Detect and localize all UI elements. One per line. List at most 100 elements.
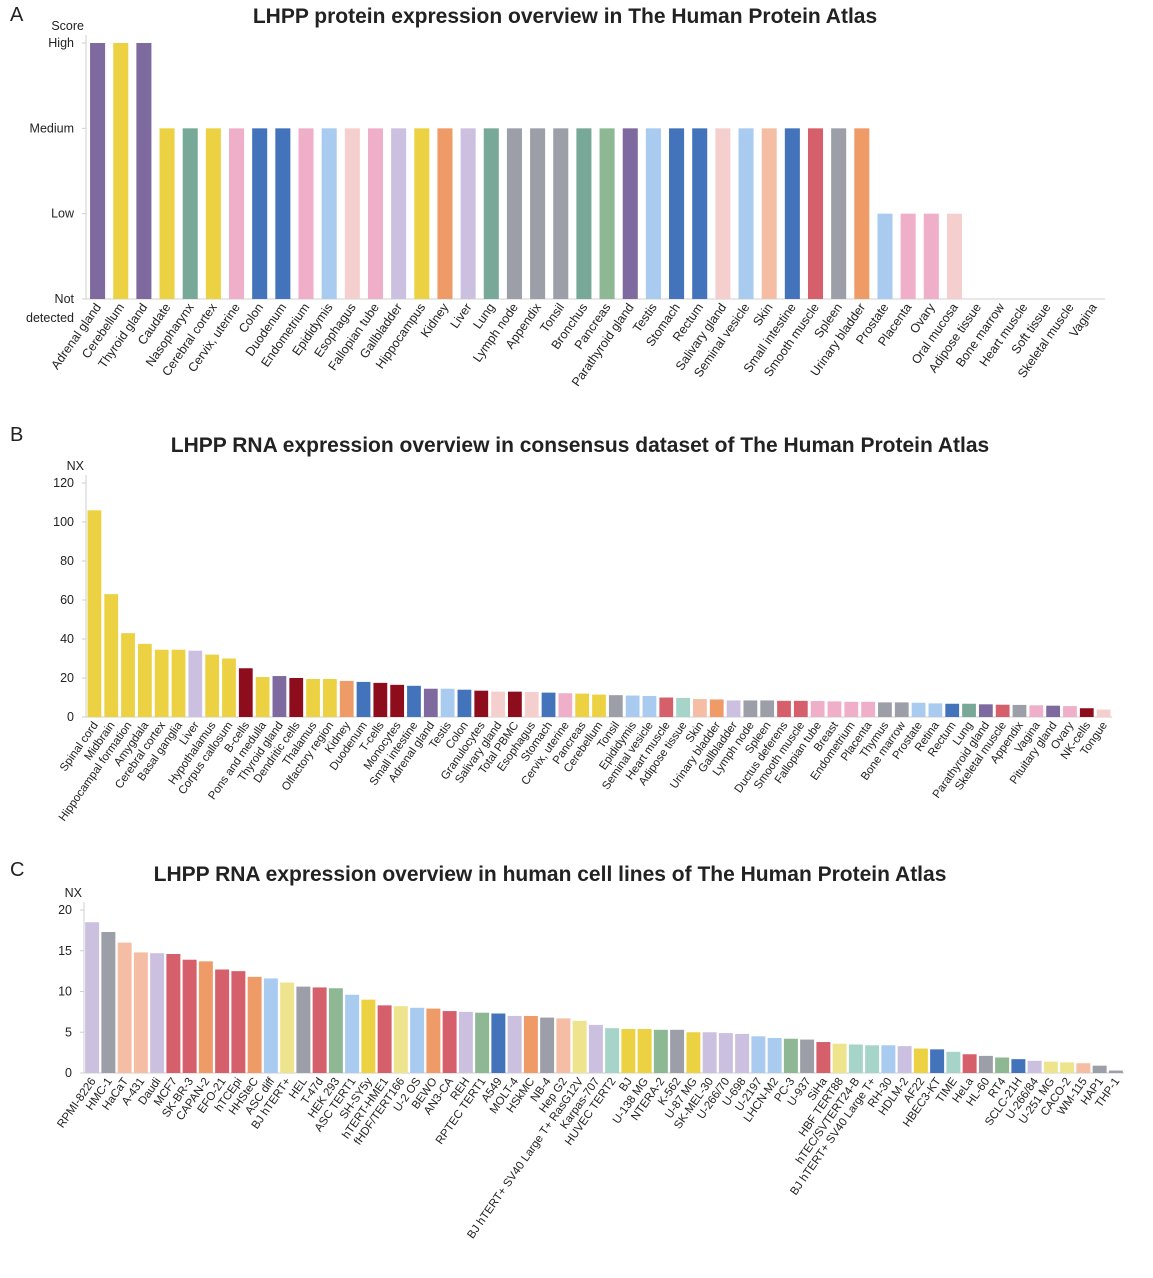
bar-caco-2 <box>1060 1062 1075 1073</box>
bar-sclc-21h <box>1011 1059 1026 1073</box>
bar-pons-and-medulla <box>255 677 270 717</box>
bar-asc-tert1 <box>345 994 360 1073</box>
bar-lung <box>483 128 499 299</box>
bar-af22 <box>913 1048 928 1073</box>
bar-rectum <box>945 703 960 717</box>
bar-cerebral-cortex <box>154 649 169 717</box>
bar-rh-30 <box>881 1045 896 1073</box>
bar-retina <box>928 703 943 717</box>
bar-duodenum <box>356 681 371 717</box>
bar-kidney <box>339 680 354 717</box>
bar-t-cells <box>373 682 388 717</box>
y-tick-label: 20 <box>58 903 72 917</box>
bar-a-431 <box>133 952 148 1073</box>
bar-hskmc <box>523 1015 538 1073</box>
bar-ductus-deferens <box>777 700 791 717</box>
bar-u-87-mg <box>686 1032 701 1073</box>
bar-olfactory-region <box>322 678 337 717</box>
bar-bronchus <box>576 128 592 299</box>
bar-adipose-tissue <box>676 697 690 717</box>
bar-u-251-mg <box>1043 1061 1058 1073</box>
bar-rectum <box>692 128 708 299</box>
bar-monocytes <box>390 684 405 717</box>
bar-testis <box>440 688 455 717</box>
bar-lymph-node <box>506 128 522 299</box>
bar-thyroid-gland <box>272 676 287 717</box>
bar-basal-ganglia <box>171 649 186 717</box>
bar-colon <box>457 689 472 717</box>
bar-pancreas <box>599 128 615 299</box>
bar-cervix-uterine <box>229 128 245 299</box>
bar-corpus-callosum <box>222 658 236 717</box>
bar-hek-293 <box>328 988 343 1073</box>
bar-nasopharynx <box>182 128 198 299</box>
bar-kidney <box>437 128 453 299</box>
bar-tonsil <box>553 128 569 299</box>
bar-pituitary-gland <box>1046 705 1061 717</box>
bar-bone-marrow <box>894 702 909 717</box>
bar-u-266-84 <box>1027 1060 1042 1073</box>
y-tick-label: 0 <box>65 1066 72 1080</box>
bar-bewo <box>426 1008 441 1073</box>
bar-esophagus <box>344 128 360 299</box>
bar-molt-4 <box>507 1015 522 1073</box>
y-tick-label: 80 <box>60 554 74 568</box>
bar-rpmi-8226 <box>85 922 100 1073</box>
bar-thalamus <box>306 678 320 717</box>
bar-breast <box>827 701 842 717</box>
y-tick-label: Medium <box>30 121 74 135</box>
bar-parathyroid-gland <box>622 128 638 299</box>
bar-parathyroid-gland <box>978 704 993 717</box>
bar-spleen <box>831 128 847 299</box>
bar-adrenal-gland <box>90 43 106 299</box>
bar-u-2-os <box>410 1007 425 1073</box>
bar-epididymis <box>625 695 640 717</box>
panel-letter-b: B <box>10 424 24 446</box>
bar-siha <box>816 1042 831 1073</box>
bar-placenta <box>900 213 916 299</box>
y-tick-label: 20 <box>60 671 74 685</box>
y-tick-label: 5 <box>65 1025 72 1039</box>
bar-u-698 <box>735 1033 750 1073</box>
y-tick-label: 100 <box>53 515 74 529</box>
y-tick-label: 10 <box>58 985 72 999</box>
bar-liver <box>188 650 203 717</box>
bar-salivary-gland <box>715 128 731 299</box>
bar-htec-svtert24-b <box>848 1044 863 1073</box>
bar-bj <box>621 1028 636 1073</box>
y-tick-label: 0 <box>67 710 74 724</box>
bar-asc-diff <box>263 978 278 1073</box>
bar-placenta <box>861 701 876 717</box>
bar-skin <box>693 699 707 717</box>
bar-pancreas <box>575 693 590 717</box>
bar-nk-cells <box>1079 708 1094 717</box>
rna-cell-lines-chart: NX05101520RPMI-8226HMC-1HaCaTA-431DaudiM… <box>55 886 1124 1241</box>
bar-u-2197 <box>751 1036 766 1073</box>
bar-hl-60 <box>978 1055 993 1073</box>
bar-amygdala <box>137 643 152 717</box>
bar-rptec-tert1 <box>475 1012 490 1073</box>
bar-a549 <box>491 1013 506 1073</box>
chart-title-b: LHPP RNA expression overview in consensu… <box>170 434 990 457</box>
bar-bj-htert- <box>280 982 295 1073</box>
bar-hippocampal-formation <box>121 633 135 717</box>
bar-cervix-uterine <box>558 693 573 717</box>
bar-seminal-vesicle <box>642 695 657 717</box>
bar-cerebral-cortex <box>205 128 221 299</box>
bar-karpas-707 <box>588 1024 603 1073</box>
y-axis-label: Score <box>51 19 84 33</box>
bar-bj-htert-sv40-large-t- <box>865 1045 880 1073</box>
bar-htert-hme1 <box>377 1005 392 1073</box>
bar-cerebellum <box>113 43 129 299</box>
bar-lymph-node <box>743 700 758 717</box>
bar-dendritic-cells <box>289 678 304 717</box>
bar-hep-g2 <box>556 1018 571 1073</box>
bar-hmc-1 <box>101 932 116 1073</box>
bar-tonsil <box>608 695 623 717</box>
bar-vagina <box>1029 705 1044 717</box>
panel-b: B LHPP RNA expression overview in consen… <box>0 420 1153 850</box>
bar-esophagus <box>524 692 539 717</box>
bar-seminal-vesicle <box>738 128 754 299</box>
bar-huvec-tert2 <box>605 1028 620 1073</box>
